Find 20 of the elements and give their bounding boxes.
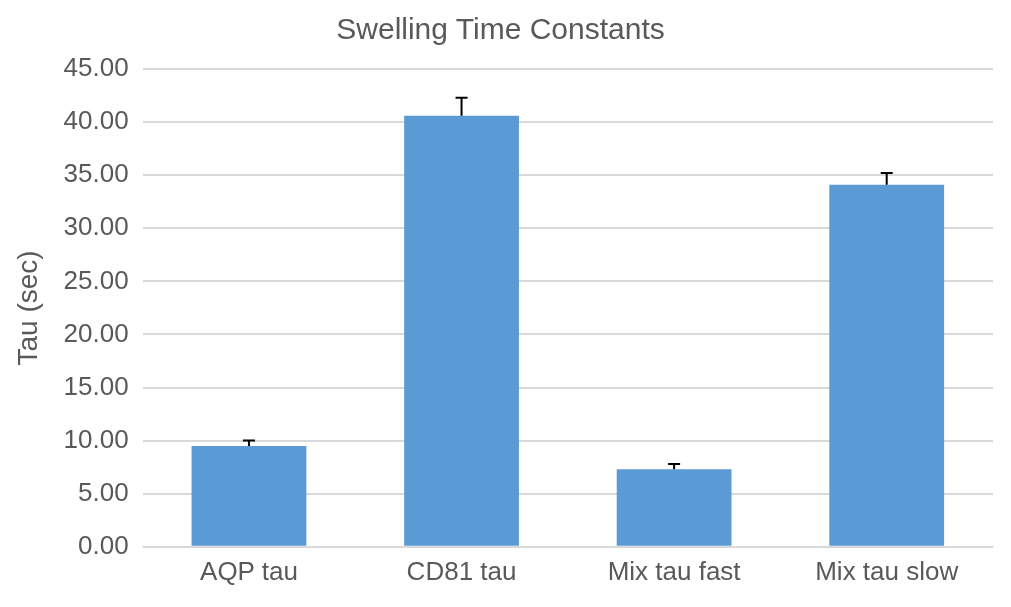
x-tick-label: AQP tau — [200, 555, 298, 586]
y-tick-label: 10.00 — [63, 423, 129, 454]
y-tick-label: 35.00 — [63, 158, 129, 189]
y-axis-title: Tau (sec) — [11, 250, 43, 366]
x-tick-label: Mix tau slow — [815, 555, 959, 586]
bar — [616, 469, 732, 546]
y-tick-label: 45.00 — [63, 52, 129, 83]
y-tick-label: 20.00 — [63, 317, 129, 348]
y-tick-label: 25.00 — [63, 264, 129, 295]
bar — [191, 445, 307, 546]
x-tick-label: Mix tau fast — [607, 555, 742, 586]
chart-title: Swelling Time Constants — [336, 12, 665, 46]
y-tick-label: 0.00 — [78, 529, 129, 560]
bar — [404, 115, 519, 546]
y-tick-label: 5.00 — [78, 476, 129, 507]
x-tick-label: CD81 tau — [406, 555, 517, 586]
y-tick-label: 30.00 — [63, 211, 129, 242]
bar — [829, 184, 945, 546]
y-tick-label: 40.00 — [63, 105, 129, 136]
y-tick-label: 15.00 — [63, 370, 129, 401]
